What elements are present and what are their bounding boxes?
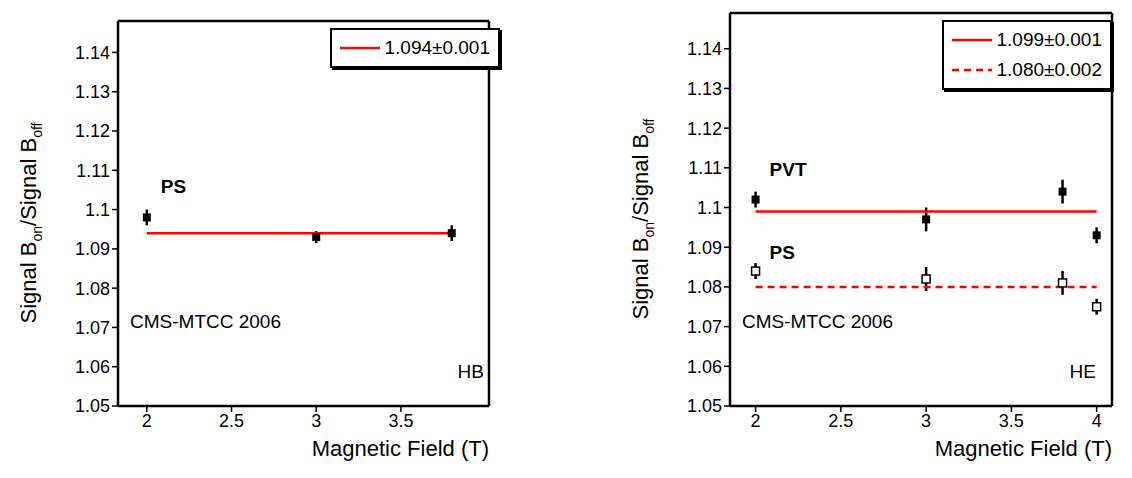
svg-text:1.12: 1.12 xyxy=(75,121,110,141)
svg-text:2.5: 2.5 xyxy=(219,411,244,431)
svg-text:1.1: 1.1 xyxy=(697,198,722,218)
svg-text:3: 3 xyxy=(921,411,931,431)
svg-text:3.5: 3.5 xyxy=(999,411,1024,431)
svg-text:1.07: 1.07 xyxy=(75,318,110,338)
svg-text:1.05: 1.05 xyxy=(687,396,722,416)
html-text:HB: HB xyxy=(457,361,484,382)
svg-text:3: 3 xyxy=(311,411,321,431)
svg-text:1.07: 1.07 xyxy=(687,317,722,337)
svg-text:1.09: 1.09 xyxy=(75,239,110,259)
svg-text:1.06: 1.06 xyxy=(75,357,110,377)
svg-text:Magnetic Field (T): Magnetic Field (T) xyxy=(312,436,489,461)
svg-text:1.1: 1.1 xyxy=(85,200,110,220)
svg-text:1.05: 1.05 xyxy=(75,396,110,416)
svg-text:PVT: PVT xyxy=(770,159,807,180)
svg-text:1.09: 1.09 xyxy=(687,238,722,258)
svg-text:1.08: 1.08 xyxy=(687,277,722,297)
svg-text:1.11: 1.11 xyxy=(76,161,110,181)
html-text:CMS-MTCC 2006: CMS-MTCC 2006 xyxy=(742,311,893,332)
svg-text:1.14: 1.14 xyxy=(75,43,110,63)
svg-text:1.06: 1.06 xyxy=(687,357,722,377)
svg-text:2.5: 2.5 xyxy=(828,411,853,431)
svg-text:3.5: 3.5 xyxy=(388,411,413,431)
svg-text:1.12: 1.12 xyxy=(687,119,722,139)
html-text:1.080±0.002: 1.080±0.002 xyxy=(996,59,1102,80)
html-text:1.099±0.001: 1.099±0.001 xyxy=(996,29,1102,50)
html-text:HE: HE xyxy=(1069,361,1096,382)
svg-text:4: 4 xyxy=(1092,411,1102,431)
svg-text:1.13: 1.13 xyxy=(687,79,722,99)
svg-text:2: 2 xyxy=(751,411,761,431)
svg-text:Signal Bon/Signal Boff: Signal Bon/Signal Boff xyxy=(16,122,45,323)
svg-text:1.13: 1.13 xyxy=(75,82,110,102)
svg-text:PS: PS xyxy=(161,176,186,197)
svg-text:Signal Bon/Signal Boff: Signal Bon/Signal Boff xyxy=(628,118,657,319)
html-text:1.094±0.001: 1.094±0.001 xyxy=(384,37,490,58)
svg-text:PS: PS xyxy=(770,242,795,263)
svg-text:Magnetic Field (T): Magnetic Field (T) xyxy=(935,436,1112,461)
svg-text:1.11: 1.11 xyxy=(688,158,722,178)
html-text:CMS-MTCC 2006: CMS-MTCC 2006 xyxy=(130,311,281,332)
svg-text:2: 2 xyxy=(142,411,152,431)
svg-text:1.14: 1.14 xyxy=(687,39,722,59)
svg-text:1.08: 1.08 xyxy=(75,279,110,299)
